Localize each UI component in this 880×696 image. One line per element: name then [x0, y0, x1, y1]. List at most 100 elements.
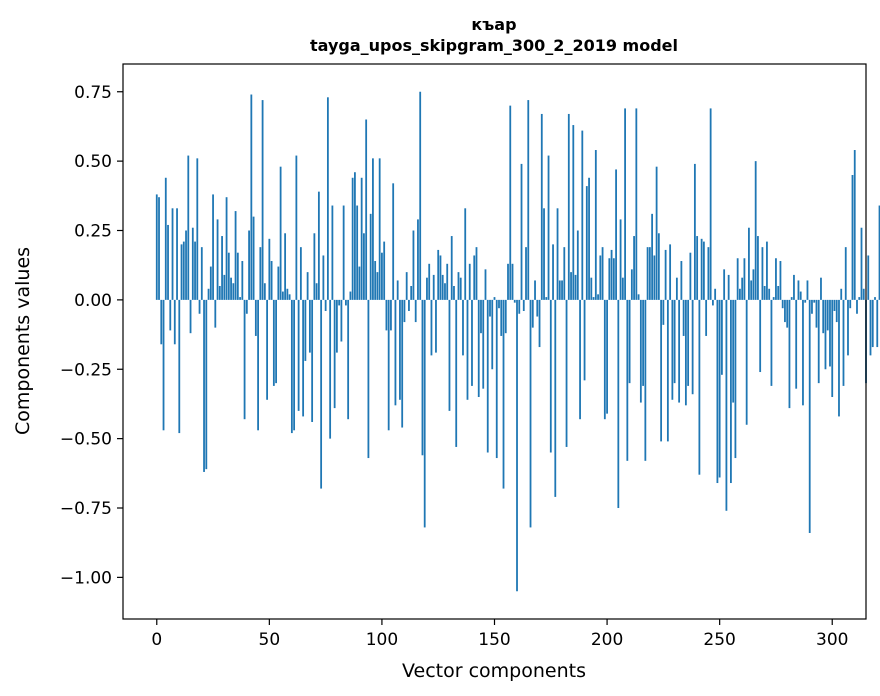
bar	[500, 299, 503, 336]
bar	[554, 299, 557, 497]
bar	[518, 299, 521, 314]
bar	[673, 299, 676, 384]
bar	[797, 280, 800, 300]
bar	[838, 299, 840, 417]
bar-series	[155, 91, 880, 592]
bar	[430, 299, 433, 356]
bar	[599, 255, 602, 300]
bar	[241, 261, 244, 300]
bar	[507, 263, 509, 300]
bar	[743, 258, 746, 300]
bar	[705, 299, 708, 336]
bar	[306, 272, 309, 300]
bar	[286, 288, 289, 300]
bar	[209, 266, 212, 300]
bar	[335, 299, 338, 353]
bar	[347, 299, 350, 420]
bar	[840, 288, 843, 300]
bar	[320, 299, 323, 489]
bar	[216, 219, 219, 300]
bar	[630, 269, 633, 300]
bar	[223, 274, 226, 300]
bar	[766, 241, 768, 300]
bar	[639, 299, 642, 403]
bar	[802, 299, 804, 406]
bar	[207, 288, 210, 300]
bar	[565, 299, 568, 447]
bar	[272, 299, 275, 386]
bar	[590, 277, 593, 300]
bar	[493, 297, 496, 300]
bar	[205, 299, 208, 470]
bar	[516, 299, 518, 592]
bar	[547, 155, 550, 300]
bar	[669, 244, 672, 300]
bar	[621, 277, 624, 300]
bar	[230, 277, 232, 300]
bar	[221, 236, 223, 300]
bar	[795, 299, 798, 389]
bar	[426, 277, 428, 300]
bar	[502, 299, 505, 489]
bar	[254, 299, 257, 336]
bar	[655, 166, 658, 300]
bar	[399, 299, 401, 400]
bar	[378, 158, 381, 300]
bar	[576, 230, 579, 300]
bar	[777, 286, 780, 300]
bar	[759, 299, 762, 373]
bar	[752, 269, 755, 300]
bar	[180, 244, 183, 300]
bar	[441, 274, 444, 300]
bar	[360, 177, 363, 300]
bar	[408, 299, 410, 311]
bar	[585, 186, 588, 300]
bar	[423, 299, 426, 528]
bar	[475, 247, 478, 300]
bar	[871, 299, 874, 348]
bar	[784, 299, 786, 323]
bar	[297, 299, 300, 411]
bar	[745, 299, 748, 425]
bar	[581, 130, 584, 300]
x-tick-label: 100	[366, 630, 398, 650]
bar	[612, 258, 615, 300]
bar	[540, 113, 543, 300]
bar	[714, 288, 717, 300]
bar	[610, 249, 613, 300]
bar	[446, 263, 449, 300]
bar	[482, 299, 485, 389]
x-tick-label: 50	[259, 630, 281, 650]
bar	[813, 299, 816, 303]
bar	[525, 247, 527, 300]
bar	[730, 299, 732, 484]
bar	[200, 247, 203, 300]
y-axis: 0.75 0.50 0.25 0.00 −0.25 −0.50 −0.75 −1.00	[60, 83, 123, 588]
bar	[860, 227, 863, 300]
bar	[464, 208, 467, 300]
bar	[768, 288, 771, 300]
bar	[160, 299, 163, 345]
bar	[290, 299, 293, 434]
bar	[295, 155, 298, 300]
bar	[164, 177, 167, 300]
bar	[374, 261, 377, 300]
bar	[561, 280, 563, 300]
bar	[869, 299, 872, 356]
y-tick-label: 0.25	[74, 222, 112, 242]
x-tick-label: 250	[703, 630, 735, 650]
bar	[874, 297, 876, 300]
bar	[592, 297, 595, 300]
y-tick-label: 0.00	[74, 291, 112, 311]
bar	[477, 299, 480, 398]
bar	[820, 277, 822, 300]
bar	[299, 247, 302, 300]
bar	[252, 216, 255, 300]
bar	[187, 155, 190, 300]
bar	[826, 299, 829, 331]
bar	[552, 244, 554, 300]
bar	[700, 238, 703, 300]
bar	[234, 211, 237, 300]
bar	[236, 252, 239, 300]
